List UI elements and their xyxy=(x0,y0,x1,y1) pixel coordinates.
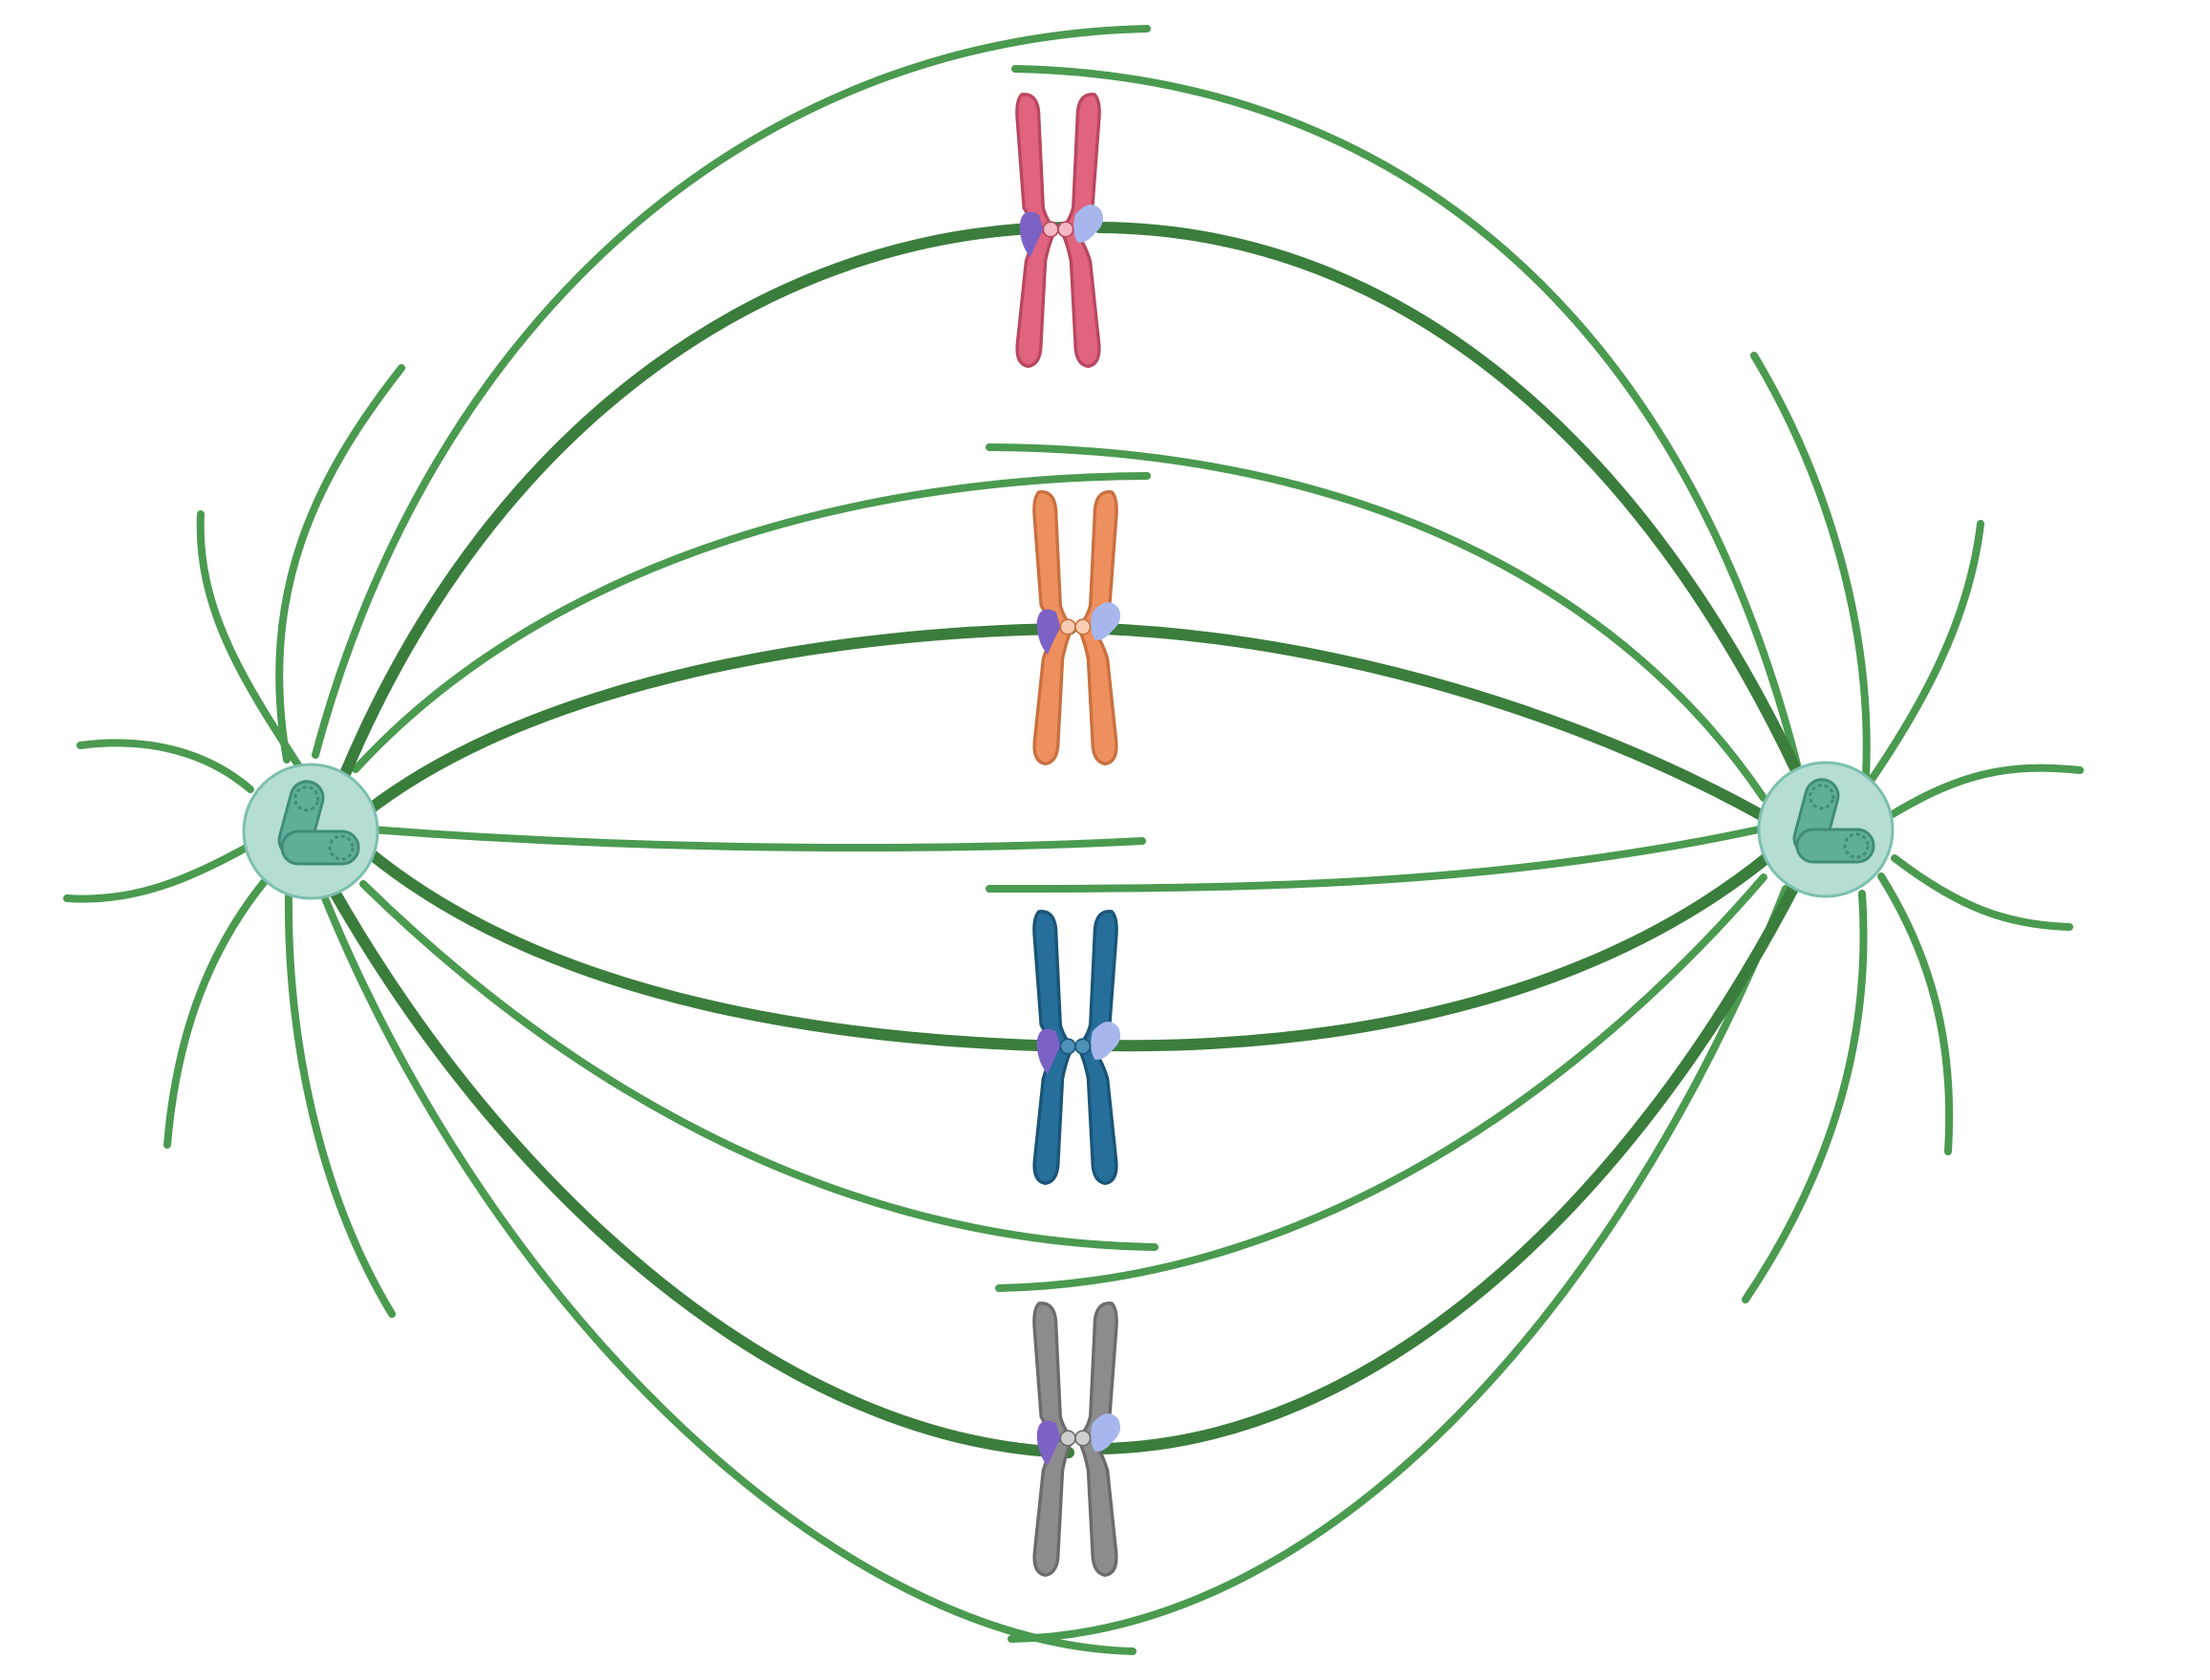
microtubule-fiber xyxy=(1865,520,1984,787)
microtubule-fiber xyxy=(1750,352,1871,781)
centrosome-icon xyxy=(242,763,379,900)
microtubule-fiber xyxy=(76,739,254,793)
chromosome-red xyxy=(1015,93,1104,369)
microtubule-fiber xyxy=(312,25,1151,759)
kinetochore-fiber xyxy=(1098,843,1784,1052)
chromosome-blue xyxy=(1032,910,1121,1186)
microtubule-fiber xyxy=(367,826,1146,852)
microtubule-fiber xyxy=(63,837,262,903)
kinetochore-fiber xyxy=(363,847,1076,1052)
chromosome-gray xyxy=(1032,1302,1121,1578)
microtubule-fiber xyxy=(321,894,1137,1655)
kinetochore-fiber xyxy=(358,623,1076,820)
kinetochore-fiber xyxy=(1094,875,1803,1454)
microtubule-fiber xyxy=(1011,65,1801,768)
microtubule-fiber xyxy=(986,443,1767,802)
microtubule-fiber xyxy=(986,826,1763,893)
microtubule-fiber xyxy=(359,880,1159,1251)
microtubule-fiber xyxy=(352,472,1151,773)
microtubule-fiber xyxy=(995,873,1767,1292)
microtubule-fiber xyxy=(1891,854,2073,931)
microtubule-fiber xyxy=(1877,872,1954,1155)
microtubule-fiber xyxy=(196,510,308,778)
microtubule-fiber xyxy=(284,889,396,1318)
microtubule-fiber xyxy=(1008,885,1789,1643)
kinetochore-fiber xyxy=(327,883,1074,1458)
kinetochore-fiber xyxy=(338,222,1074,782)
microtubule-fiber xyxy=(1889,764,2084,818)
microtubule-fiber xyxy=(163,872,273,1149)
kinetochore-fiber xyxy=(1094,222,1803,778)
kinetochore-fiber xyxy=(1098,623,1779,828)
centrosome-icon xyxy=(1757,761,1895,898)
microtubule-fiber xyxy=(1742,890,1868,1303)
microtubule-fiber xyxy=(275,364,405,764)
chromosome-orange xyxy=(1032,490,1121,766)
